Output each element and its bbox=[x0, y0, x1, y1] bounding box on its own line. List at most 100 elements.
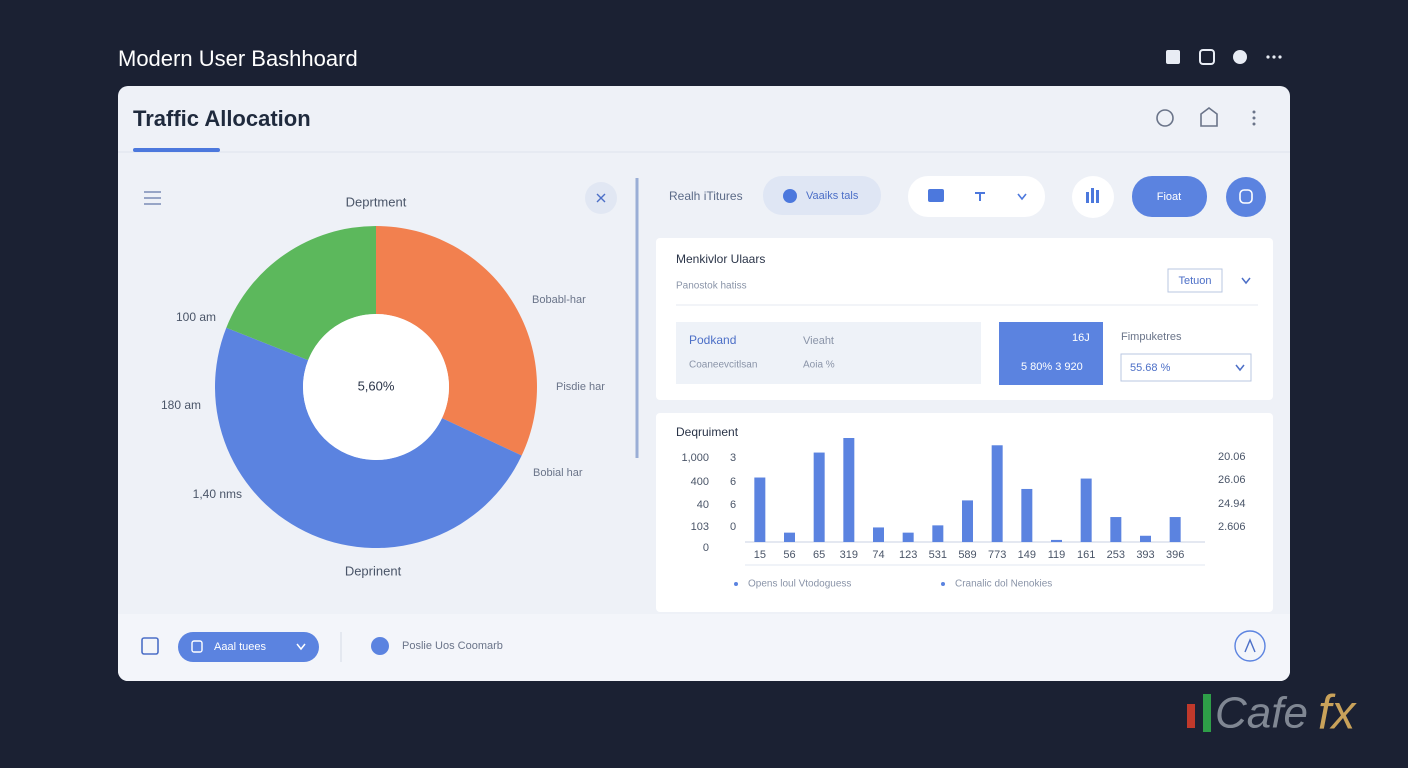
icon-mail[interactable] bbox=[928, 189, 944, 202]
icon-menu[interactable] bbox=[144, 191, 161, 205]
info-key: Podkand bbox=[689, 333, 736, 347]
chart-title: Deqruiment bbox=[676, 425, 739, 439]
x-tick-label: 393 bbox=[1136, 549, 1154, 561]
watermark-brand: Cafe bbox=[1215, 689, 1308, 738]
donut-hole bbox=[303, 314, 449, 460]
fab-button[interactable] bbox=[1234, 630, 1266, 662]
summary-title: Menkivlor Ulaars bbox=[676, 252, 765, 266]
slice-label: 1,40 nms bbox=[193, 487, 242, 501]
bar bbox=[784, 532, 795, 542]
x-tick-label: 589 bbox=[958, 549, 976, 561]
axis-label: 3 bbox=[730, 452, 736, 464]
footer-button-label: Aaal tuees bbox=[214, 641, 266, 653]
x-tick-label: 74 bbox=[872, 549, 884, 561]
select-box[interactable] bbox=[1167, 268, 1223, 293]
axis-label: 0 bbox=[730, 521, 736, 533]
summary-subtitle: Panostok hatiss bbox=[676, 281, 747, 292]
icon-kebab[interactable] bbox=[1252, 110, 1256, 126]
x-tick-label: 531 bbox=[929, 549, 947, 561]
input-box[interactable] bbox=[1120, 353, 1252, 382]
slice-label: Pisdie har bbox=[556, 381, 605, 393]
x-tick-label: 119 bbox=[1048, 549, 1066, 561]
icon-doc bbox=[191, 640, 203, 653]
icon-chevron[interactable] bbox=[1235, 364, 1245, 372]
icon-person bbox=[1244, 638, 1256, 653]
bar bbox=[932, 525, 944, 542]
info-key: Coaneevcitlsan bbox=[689, 360, 757, 371]
field-value: 55.68 % bbox=[1130, 362, 1171, 374]
info-box bbox=[676, 322, 981, 384]
watermark-suffix: fx bbox=[1318, 687, 1357, 740]
filter-label: Vaaiks tals bbox=[806, 190, 859, 202]
pie-slice bbox=[214, 327, 522, 549]
icon-chevron[interactable] bbox=[1017, 193, 1027, 201]
tab-indicator bbox=[133, 148, 220, 152]
bar bbox=[1021, 488, 1033, 542]
field-label: Fimpuketres bbox=[1121, 331, 1182, 343]
toolbar-label: Realh iTitures bbox=[669, 189, 743, 203]
axis-label: 400 bbox=[691, 476, 709, 488]
icon-lock[interactable] bbox=[371, 637, 389, 655]
chart-title: Deprtment bbox=[346, 194, 407, 209]
bar bbox=[1080, 478, 1092, 542]
legend-label: Opens loul Vtodoguess bbox=[748, 579, 851, 590]
axis-label: 20.06 bbox=[1218, 451, 1246, 463]
bar bbox=[902, 532, 914, 542]
filter-pill[interactable] bbox=[763, 176, 881, 215]
icon-bookmark[interactable] bbox=[1166, 50, 1180, 64]
round-button[interactable] bbox=[1226, 177, 1266, 217]
legend-dot bbox=[734, 582, 738, 586]
icon-chart bbox=[1086, 188, 1099, 203]
x-tick-label: 149 bbox=[1018, 549, 1036, 561]
icon-more[interactable] bbox=[1266, 55, 1282, 59]
axis-label: 1,000 bbox=[681, 452, 709, 464]
icon-clock[interactable] bbox=[1156, 109, 1174, 127]
legend-label: Cranalic dol Nenokies bbox=[955, 579, 1052, 590]
select-value: Tetuon bbox=[1178, 275, 1211, 287]
bar bbox=[1110, 517, 1122, 542]
bar bbox=[873, 527, 884, 542]
icon-chevron bbox=[296, 643, 306, 651]
watermark-icon bbox=[1187, 694, 1211, 732]
slice-label: 100 am bbox=[176, 310, 216, 324]
footer-text: Poslie Uos Coomarb bbox=[402, 640, 503, 652]
icon-lock bbox=[1239, 189, 1253, 204]
info-value: Vieaht bbox=[803, 335, 834, 347]
icon-pin[interactable] bbox=[975, 192, 985, 201]
highlight-bottom: 5 80% 3 920 bbox=[1021, 361, 1083, 373]
center-label: 5,60% bbox=[358, 378, 395, 393]
axis-label: 103 bbox=[691, 521, 709, 533]
bar bbox=[843, 438, 855, 542]
slice-label: Bobial har bbox=[533, 467, 583, 479]
icon-home[interactable] bbox=[1200, 107, 1218, 127]
slice-label: 180 am bbox=[161, 398, 201, 412]
icon-calendar[interactable] bbox=[141, 637, 159, 655]
bar bbox=[813, 452, 825, 542]
icon-close bbox=[596, 193, 606, 203]
legend-dot bbox=[941, 582, 945, 586]
x-tick-label: 123 bbox=[899, 549, 917, 561]
x-tick-label: 773 bbox=[988, 549, 1006, 561]
x-tick-label: 15 bbox=[754, 549, 766, 561]
primary-button[interactable] bbox=[1132, 176, 1207, 217]
icon-filter bbox=[783, 189, 797, 203]
slice-label: Bobabl-har bbox=[532, 294, 586, 306]
button-label: Fioat bbox=[1157, 191, 1181, 203]
x-tick-label: 253 bbox=[1107, 549, 1125, 561]
axis-label: 24.94 bbox=[1218, 498, 1246, 510]
page-title: Modern User Bashhoard bbox=[118, 46, 358, 71]
bar bbox=[1169, 517, 1181, 542]
card-title: Traffic Allocation bbox=[133, 106, 311, 131]
footer-button[interactable] bbox=[178, 632, 319, 662]
axis-label: 40 bbox=[697, 499, 709, 511]
pie-slice bbox=[376, 226, 537, 456]
icon-chat[interactable] bbox=[1199, 49, 1215, 65]
icon-settings[interactable] bbox=[1233, 50, 1247, 64]
chart-caption: Deprinent bbox=[345, 563, 402, 578]
x-tick-label: 396 bbox=[1166, 549, 1184, 561]
icon-chevron[interactable] bbox=[1241, 277, 1251, 285]
x-tick-label: 161 bbox=[1077, 549, 1095, 561]
bar bbox=[991, 445, 1003, 542]
info-value: Aoia % bbox=[803, 360, 835, 371]
tool-group[interactable] bbox=[908, 176, 1045, 217]
